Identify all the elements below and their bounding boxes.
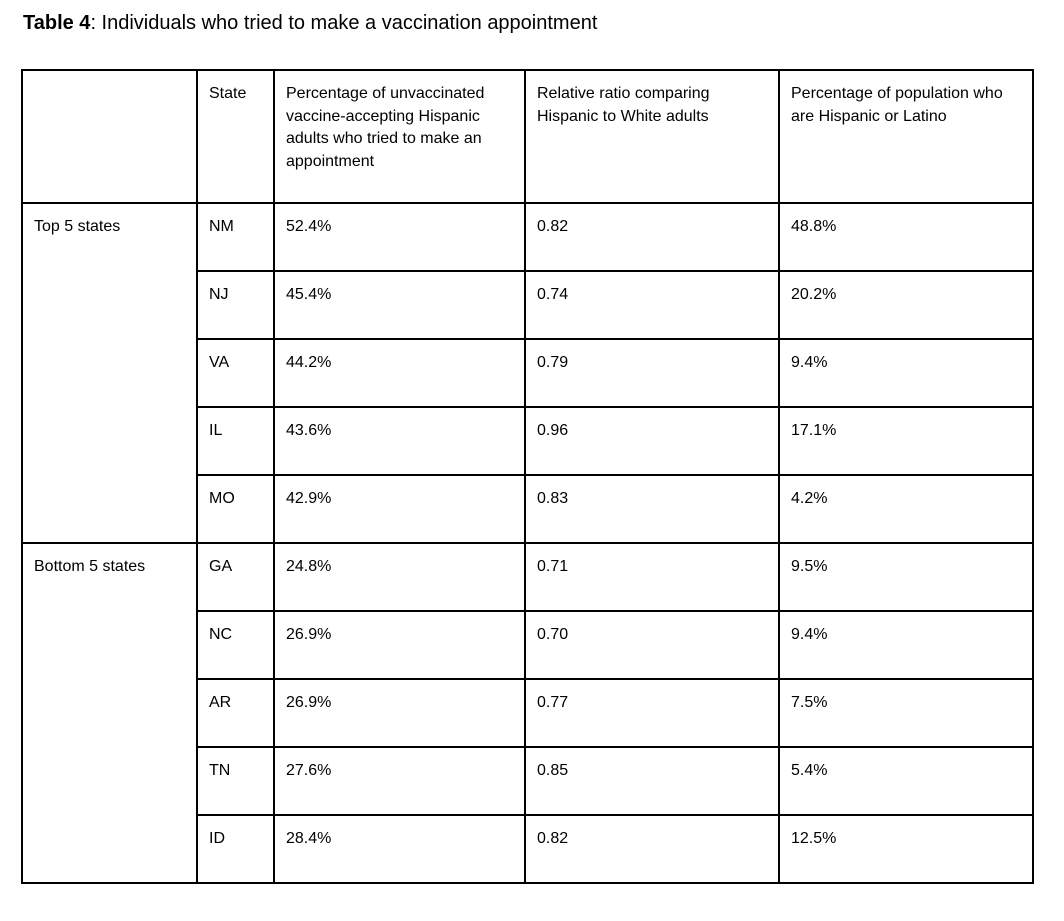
table-row: MO 42.9% 0.83 4.2% bbox=[22, 474, 1034, 544]
cell-state: NM bbox=[196, 202, 275, 272]
cell-ratio: 0.96 bbox=[524, 406, 780, 476]
cell-pct-pop: 48.8% bbox=[778, 202, 1034, 272]
cell-state: GA bbox=[196, 542, 275, 612]
cell-state: ID bbox=[196, 814, 275, 884]
table-title: Table 4: Individuals who tried to make a… bbox=[23, 10, 597, 36]
table-row: IL 43.6% 0.96 17.1% bbox=[22, 406, 1034, 476]
cell-state: NJ bbox=[196, 270, 275, 340]
cell-pct-tried: 26.9% bbox=[273, 610, 526, 680]
header-state: State bbox=[196, 69, 275, 204]
table-row: VA 44.2% 0.79 9.4% bbox=[22, 338, 1034, 408]
header-pct-population: Percentage of population who are Hispani… bbox=[778, 69, 1034, 204]
cell-state: IL bbox=[196, 406, 275, 476]
cell-ratio: 0.85 bbox=[524, 746, 780, 816]
cell-pct-tried: 27.6% bbox=[273, 746, 526, 816]
cell-pct-pop: 9.5% bbox=[778, 542, 1034, 612]
table-row: Bottom 5 states GA 24.8% 0.71 9.5% bbox=[21, 542, 1034, 884]
cell-state: VA bbox=[196, 338, 275, 408]
cell-pct-pop: 9.4% bbox=[778, 338, 1034, 408]
group-label-bottom5: Bottom 5 states bbox=[21, 542, 198, 884]
cell-state: TN bbox=[196, 746, 275, 816]
cell-ratio: 0.71 bbox=[524, 542, 780, 612]
cell-pct-pop: 12.5% bbox=[778, 814, 1034, 884]
cell-ratio: 0.74 bbox=[524, 270, 780, 340]
table-row: Top 5 states NM 52.4% 0.82 48.8% bbox=[21, 202, 1034, 544]
vaccination-appointment-table: State Percentage of unvaccinated vaccine… bbox=[21, 69, 1034, 884]
cell-pct-tried: 45.4% bbox=[273, 270, 526, 340]
cell-state: NC bbox=[196, 610, 275, 680]
cell-ratio: 0.79 bbox=[524, 338, 780, 408]
cell-ratio: 0.82 bbox=[524, 814, 780, 884]
header-empty-cell bbox=[21, 69, 198, 204]
header-pct-tried: Percentage of unvaccinated vaccine-accep… bbox=[273, 69, 526, 204]
cell-ratio: 0.83 bbox=[524, 474, 780, 544]
group-label-top5: Top 5 states bbox=[21, 202, 198, 544]
cell-pct-pop: 17.1% bbox=[778, 406, 1034, 476]
table-title-number: Table 4 bbox=[23, 12, 91, 34]
cell-pct-tried: 52.4% bbox=[273, 202, 526, 272]
cell-pct-tried: 26.9% bbox=[273, 678, 526, 748]
cell-pct-tried: 43.6% bbox=[273, 406, 526, 476]
cell-pct-tried: 42.9% bbox=[273, 474, 526, 544]
table-row: ID 28.4% 0.82 12.5% bbox=[22, 814, 1034, 884]
header-relative-ratio: Relative ratio comparing Hispanic to Whi… bbox=[524, 69, 780, 204]
cell-pct-tried: 28.4% bbox=[273, 814, 526, 884]
cell-pct-pop: 20.2% bbox=[778, 270, 1034, 340]
cell-pct-pop: 4.2% bbox=[778, 474, 1034, 544]
cell-state: AR bbox=[196, 678, 275, 748]
table-row: AR 26.9% 0.77 7.5% bbox=[22, 678, 1034, 748]
cell-ratio: 0.82 bbox=[524, 202, 780, 272]
cell-pct-pop: 9.4% bbox=[778, 610, 1034, 680]
cell-pct-pop: 7.5% bbox=[778, 678, 1034, 748]
cell-pct-pop: 5.4% bbox=[778, 746, 1034, 816]
cell-ratio: 0.70 bbox=[524, 610, 780, 680]
header-row: State Percentage of unvaccinated vaccine… bbox=[21, 69, 1034, 204]
cell-ratio: 0.77 bbox=[524, 678, 780, 748]
cell-pct-tried: 24.8% bbox=[273, 542, 526, 612]
table-row: TN 27.6% 0.85 5.4% bbox=[22, 746, 1034, 816]
cell-state: MO bbox=[196, 474, 275, 544]
table-row: NC 26.9% 0.70 9.4% bbox=[22, 610, 1034, 680]
cell-pct-tried: 44.2% bbox=[273, 338, 526, 408]
table-title-text: : Individuals who tried to make a vaccin… bbox=[90, 12, 598, 34]
table-row: NJ 45.4% 0.74 20.2% bbox=[22, 270, 1034, 340]
